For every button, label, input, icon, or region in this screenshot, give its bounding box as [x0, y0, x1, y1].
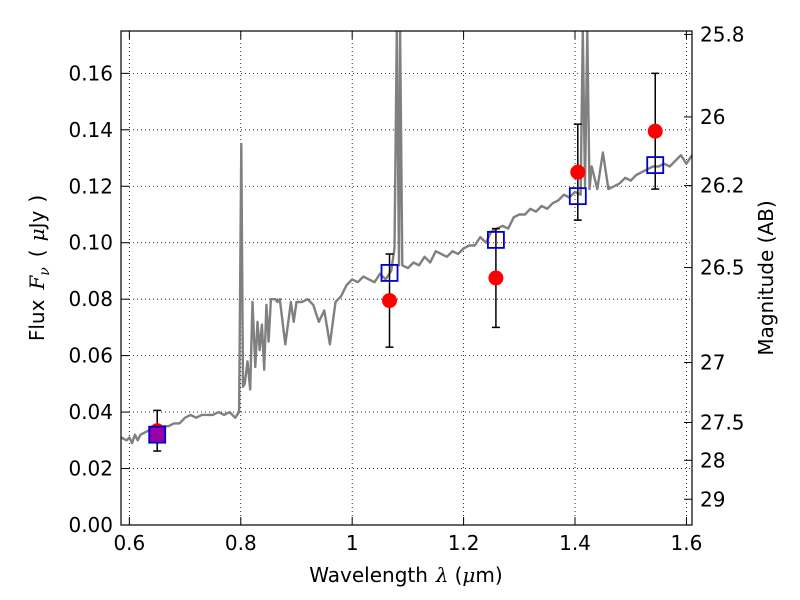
- blue-squares: [148, 156, 665, 444]
- ticks: [121, 31, 692, 526]
- y-tick-label: 0.02: [68, 457, 113, 481]
- y-tick-label: 0.00: [68, 513, 113, 537]
- model-spectrum-line: [121, 31, 692, 445]
- y-axis-label: FluxFν(μJy): [25, 195, 53, 341]
- y-tick-label: 0.14: [68, 118, 113, 142]
- right-tick-label: 28: [700, 448, 725, 472]
- right-tick-label: 26: [700, 105, 725, 129]
- y-tick-label: 0.12: [68, 174, 113, 198]
- blue-square: [380, 264, 399, 282]
- blue-square: [148, 425, 167, 444]
- x-tick-label: 0.6: [113, 531, 145, 555]
- right-tick-label: 25.8: [700, 22, 745, 46]
- right-axis-label: Magnitude (AB): [754, 200, 778, 355]
- blue-square: [646, 156, 665, 174]
- y-tick-label: 0.16: [68, 61, 113, 85]
- y-tick-label: 0.10: [68, 231, 113, 255]
- red-point: [488, 270, 504, 286]
- y-tick-labels: 0.00 0.02 0.04 0.06 0.08 0.10 0.12 0.14 0.16: [68, 61, 113, 537]
- plot-frame: [120, 30, 693, 526]
- x-tick-labels: 0.6 0.8 1 1.2 1.4 1.6: [113, 531, 702, 555]
- x-tick-label: 1: [346, 531, 359, 555]
- blue-square: [568, 187, 587, 206]
- blue-square: [487, 230, 505, 249]
- red-point: [382, 293, 398, 309]
- grid: [121, 31, 692, 526]
- red-point: [647, 123, 663, 139]
- x-tick-label: 0.8: [225, 531, 257, 555]
- x-tick-label: 1.4: [559, 531, 591, 555]
- x-tick-label: 1.6: [671, 531, 703, 555]
- right-tick-label: 26.2: [700, 174, 745, 198]
- right-tick-label: 27.5: [700, 411, 745, 435]
- y-tick-label: 0.06: [68, 344, 113, 368]
- right-tick-label: 27: [700, 351, 725, 375]
- right-tick-label: 29: [700, 487, 725, 511]
- x-axis-label: Wavelength λ (μm): [309, 563, 502, 587]
- y-tick-label: 0.04: [68, 400, 113, 424]
- red-point: [570, 164, 586, 180]
- right-tick-labels: 25.8 26 26.2 26.5 27 27.5 28 29: [700, 22, 745, 511]
- x-tick-label: 1.2: [448, 531, 480, 555]
- right-tick-label: 26.5: [700, 256, 745, 280]
- y-tick-label: 0.08: [68, 287, 113, 311]
